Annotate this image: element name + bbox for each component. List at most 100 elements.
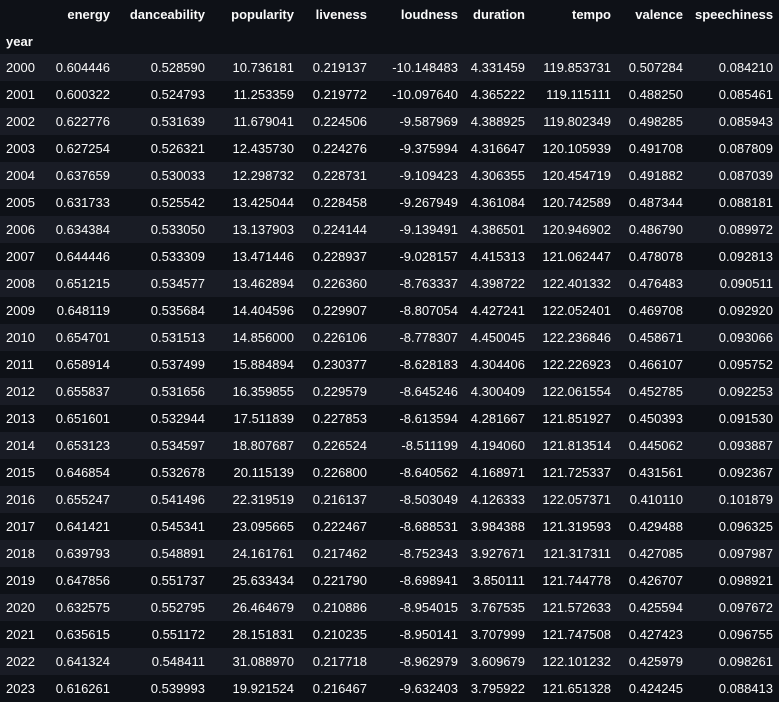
cell-danceability[interactable]: 0.528590 [150, 60, 205, 75]
cell-valence[interactable]: 0.424245 [628, 681, 683, 696]
table-row[interactable]: 2001 0.600322 0.524793 11.253359 0.219772 -10… [0, 81, 779, 108]
cell-duration[interactable]: 4.415313 [470, 249, 525, 264]
table-row[interactable]: 2016 0.655247 0.541496 22.319519 0.216137 -8.… [0, 486, 779, 513]
cell-danceability[interactable]: 0.532678 [150, 465, 205, 480]
cell-duration[interactable]: 3.767535 [470, 600, 525, 615]
cell-loudness[interactable]: -10.097640 [392, 87, 458, 102]
table-row[interactable]: 2013 0.651601 0.532944 17.511839 0.227853 -8.… [0, 405, 779, 432]
cell-popularity[interactable]: 23.095665 [232, 519, 294, 534]
table-row[interactable]: 2009 0.648119 0.535684 14.404596 0.229907 -8.… [0, 297, 779, 324]
cell-duration[interactable]: 4.331459 [470, 60, 525, 75]
cell-popularity[interactable]: 10.736181 [232, 60, 294, 75]
cell-tempo[interactable]: 120.946902 [542, 222, 611, 237]
cell-popularity[interactable]: 28.151831 [232, 627, 294, 642]
cell-loudness[interactable]: -8.778307 [399, 330, 458, 345]
cell-danceability[interactable]: 0.533309 [150, 249, 205, 264]
cell-loudness[interactable]: -9.109423 [399, 168, 458, 183]
cell-speechiness[interactable]: 0.097987 [718, 546, 773, 561]
cell-liveness[interactable]: 0.230377 [312, 357, 367, 372]
table-row[interactable]: 2023 0.616261 0.539993 19.921524 0.216467 -9.… [0, 675, 779, 702]
table-row[interactable]: 2007 0.644446 0.533309 13.471446 0.228937 -9.… [0, 243, 779, 270]
cell-valence[interactable]: 0.427085 [628, 546, 683, 561]
cell-energy[interactable]: 0.634384 [55, 222, 110, 237]
cell-valence[interactable]: 0.491882 [628, 168, 683, 183]
cell-speechiness[interactable]: 0.085943 [718, 114, 773, 129]
table-row[interactable]: 2015 0.646854 0.532678 20.115139 0.226800 -8.… [0, 459, 779, 486]
cell-tempo[interactable]: 121.062447 [542, 249, 611, 264]
cell-valence[interactable]: 0.488250 [628, 87, 683, 102]
cell-valence[interactable]: 0.431561 [628, 465, 683, 480]
table-row[interactable]: 2000 0.604446 0.528590 10.736181 0.219137 -10… [0, 54, 779, 81]
cell-speechiness[interactable]: 0.084210 [718, 60, 773, 75]
cell-liveness[interactable]: 0.226360 [312, 276, 367, 291]
cell-loudness[interactable]: -9.375994 [399, 141, 458, 156]
cell-liveness[interactable]: 0.228937 [312, 249, 367, 264]
cell-danceability[interactable]: 0.530033 [150, 168, 205, 183]
cell-energy[interactable]: 0.616261 [55, 681, 110, 696]
cell-valence[interactable]: 0.487344 [628, 195, 683, 210]
cell-liveness[interactable]: 0.226524 [312, 438, 367, 453]
cell-loudness[interactable]: -9.632403 [399, 681, 458, 696]
cell-energy[interactable]: 0.647856 [55, 573, 110, 588]
cell-speechiness[interactable]: 0.092367 [718, 465, 773, 480]
cell-tempo[interactable]: 121.725337 [542, 465, 611, 480]
cell-energy[interactable]: 0.641324 [55, 654, 110, 669]
cell-liveness[interactable]: 0.221790 [312, 573, 367, 588]
cell-valence[interactable]: 0.498285 [628, 114, 683, 129]
cell-liveness[interactable]: 0.219772 [312, 87, 367, 102]
cell-duration[interactable]: 4.427241 [470, 303, 525, 318]
column-header-loudness[interactable]: loudness [400, 7, 458, 22]
cell-tempo[interactable]: 122.401332 [542, 276, 611, 291]
cell-danceability[interactable]: 0.548411 [151, 654, 205, 669]
column-header-liveness[interactable]: liveness [315, 7, 367, 22]
cell-loudness[interactable]: -8.640562 [399, 465, 458, 480]
cell-popularity[interactable]: 18.807687 [232, 438, 294, 453]
cell-speechiness[interactable]: 0.085461 [718, 87, 773, 102]
cell-popularity[interactable]: 12.435730 [232, 141, 294, 156]
cell-valence[interactable]: 0.425979 [628, 654, 683, 669]
cell-loudness[interactable]: -8.503049 [399, 492, 458, 507]
cell-speechiness[interactable]: 0.090511 [719, 276, 773, 291]
cell-popularity[interactable]: 13.462894 [232, 276, 294, 291]
cell-valence[interactable]: 0.452785 [628, 384, 683, 399]
table-row[interactable]: 2005 0.631733 0.525542 13.425044 0.228458 -9.… [0, 189, 779, 216]
cell-liveness[interactable]: 0.216137 [312, 492, 367, 507]
column-header-energy[interactable]: energy [67, 7, 110, 22]
cell-tempo[interactable]: 122.052401 [542, 303, 611, 318]
cell-popularity[interactable]: 11.253359 [233, 87, 295, 102]
cell-energy[interactable]: 0.653123 [55, 438, 110, 453]
cell-popularity[interactable]: 31.088970 [232, 654, 294, 669]
cell-danceability[interactable]: 0.525542 [150, 195, 205, 210]
cell-energy[interactable]: 0.604446 [55, 60, 110, 75]
cell-danceability[interactable]: 0.531513 [150, 330, 205, 345]
cell-speechiness[interactable]: 0.093066 [718, 330, 773, 345]
cell-popularity[interactable]: 13.137903 [232, 222, 294, 237]
cell-speechiness[interactable]: 0.092920 [718, 303, 773, 318]
cell-loudness[interactable]: -8.645246 [399, 384, 458, 399]
cell-duration[interactable]: 4.386501 [470, 222, 525, 237]
cell-speechiness[interactable]: 0.095752 [718, 357, 773, 372]
cell-energy[interactable]: 0.655837 [55, 384, 110, 399]
cell-energy[interactable]: 0.637659 [55, 168, 110, 183]
cell-speechiness[interactable]: 0.092253 [718, 384, 773, 399]
cell-loudness[interactable]: -10.148483 [392, 60, 458, 75]
cell-liveness[interactable]: 0.228731 [312, 168, 367, 183]
cell-duration[interactable]: 4.361084 [470, 195, 525, 210]
cell-speechiness[interactable]: 0.097672 [718, 600, 773, 615]
cell-loudness[interactable]: -9.028157 [399, 249, 458, 264]
column-header-tempo[interactable]: tempo [572, 7, 611, 22]
cell-loudness[interactable]: -8.752343 [399, 546, 458, 561]
cell-valence[interactable]: 0.427423 [628, 627, 683, 642]
cell-loudness[interactable]: -8.763337 [399, 276, 458, 291]
cell-loudness[interactable]: -8.950141 [399, 627, 458, 642]
cell-popularity[interactable]: 22.319519 [232, 492, 294, 507]
cell-duration[interactable]: 3.795922 [470, 681, 525, 696]
cell-energy[interactable]: 0.641421 [55, 519, 110, 534]
cell-danceability[interactable]: 0.526321 [150, 141, 205, 156]
cell-danceability[interactable]: 0.539993 [150, 681, 205, 696]
cell-duration[interactable]: 3.984388 [470, 519, 525, 534]
cell-liveness[interactable]: 0.229579 [312, 384, 367, 399]
cell-danceability[interactable]: 0.531656 [150, 384, 205, 399]
cell-speechiness[interactable]: 0.091530 [718, 411, 773, 426]
